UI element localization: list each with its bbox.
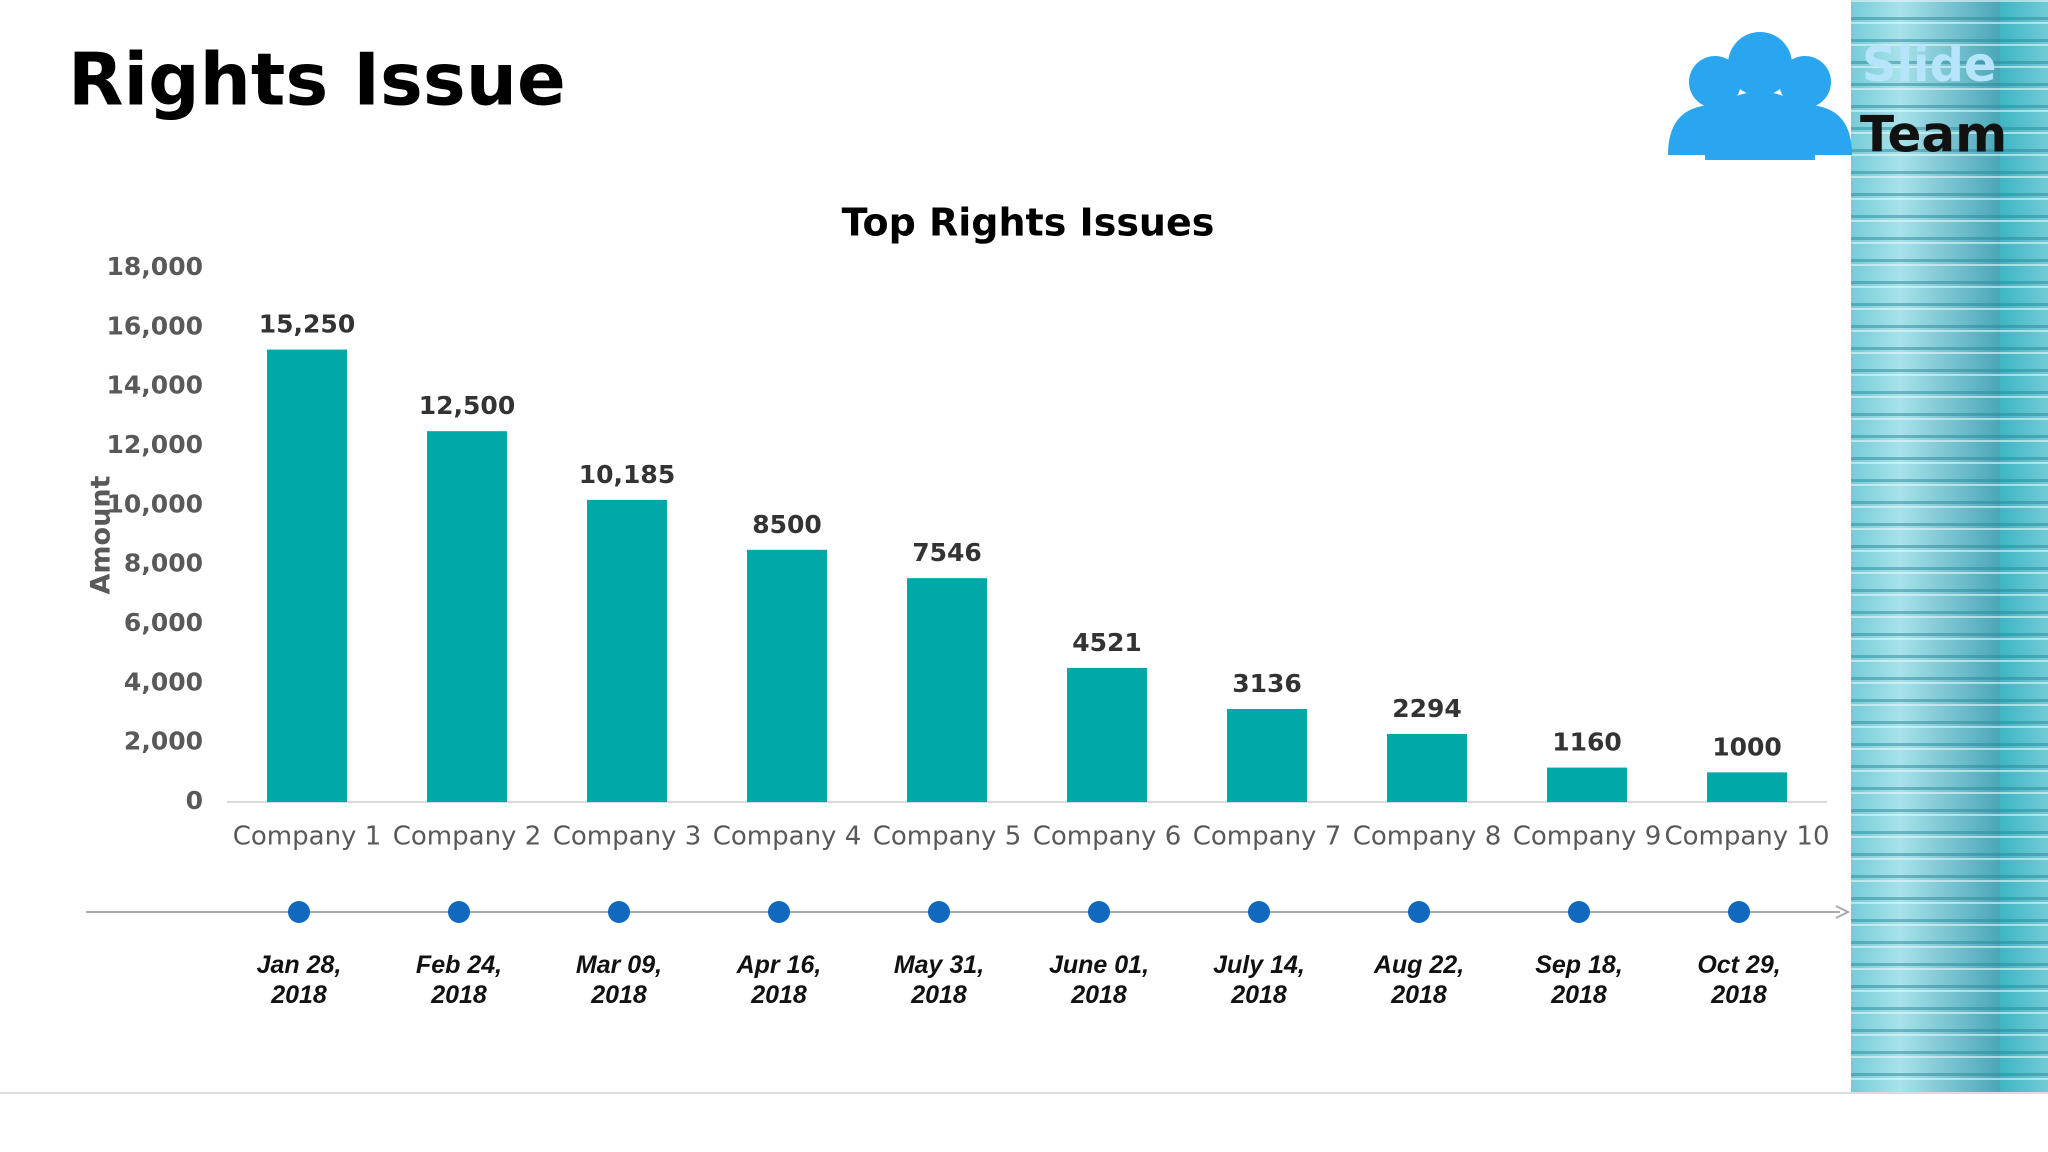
- timeline-date: Aug 22, 2018: [1373, 951, 1465, 1009]
- y-tick-label: 14,000: [107, 371, 203, 400]
- y-tick-label: 4,000: [124, 667, 203, 696]
- x-tick-label: Company 3: [553, 822, 702, 852]
- x-tick-label: Company 7: [1193, 822, 1342, 852]
- y-tick-label: 18,000: [107, 252, 203, 281]
- timeline-date: Apr 16, 2018: [736, 951, 822, 1009]
- y-tick-label: 2,000: [124, 727, 203, 756]
- timeline-dot: [448, 901, 470, 923]
- y-axis-label: Amount: [86, 475, 117, 594]
- x-tick-label: Company 9: [1513, 822, 1662, 852]
- timeline-date: June 01, 2018: [1048, 951, 1150, 1009]
- timeline-dot: [1248, 901, 1270, 923]
- value-label: 4521: [1072, 628, 1142, 657]
- bar: [907, 578, 987, 802]
- bar: [747, 549, 827, 802]
- timeline-dot: [1568, 901, 1590, 923]
- y-tick-label: 0: [186, 786, 203, 815]
- timeline-date: July 14, 2018: [1213, 951, 1305, 1009]
- timeline-arrow: [1835, 905, 1851, 919]
- timeline-dot: [1728, 901, 1750, 923]
- timeline-date: Jan 28, 2018: [256, 951, 342, 1009]
- timeline-date: Sep 18, 2018: [1535, 951, 1623, 1009]
- timeline-dot: [928, 901, 950, 923]
- bar: [1227, 708, 1307, 802]
- timeline-dot: [1408, 901, 1430, 923]
- timeline-dot: [1088, 901, 1110, 923]
- value-label: 3136: [1232, 669, 1302, 698]
- x-tick-label: Company 10: [1664, 822, 1829, 852]
- x-tick-label: Company 5: [873, 822, 1022, 852]
- timeline-dot: [768, 901, 790, 923]
- logo-text: Team: [1860, 106, 2007, 164]
- x-tick-label: Company 2: [393, 822, 542, 852]
- y-tick-label: 6,000: [124, 608, 203, 637]
- y-tick-label: 8,000: [124, 549, 203, 578]
- logo-icon: [1668, 32, 1852, 160]
- bar: [1707, 772, 1787, 802]
- x-tick-label: Company 6: [1033, 822, 1182, 852]
- bar: [1547, 767, 1627, 802]
- coin-panel: [1851, 0, 2048, 1092]
- value-label: 7546: [912, 538, 982, 567]
- bar: [1387, 733, 1467, 802]
- timeline-date: Oct 29, 2018: [1697, 951, 1781, 1009]
- x-tick-label: Company 8: [1353, 822, 1502, 852]
- bar: [1067, 667, 1147, 802]
- timeline-date: Mar 09, 2018: [575, 951, 663, 1009]
- timeline-date: May 31, 2018: [893, 951, 985, 1009]
- x-tick-label: Company 4: [713, 822, 862, 852]
- chart-title: Top Rights Issues: [842, 201, 1215, 245]
- y-tick-label: 10,000: [107, 489, 203, 518]
- logo-text: Slide: [1862, 37, 1996, 93]
- value-label: 12,500: [419, 391, 515, 420]
- value-label: 15,250: [259, 310, 355, 339]
- bar: [427, 431, 507, 802]
- bar: [267, 349, 347, 802]
- value-label: 8500: [752, 510, 822, 539]
- y-tick-label: 16,000: [107, 311, 203, 340]
- timeline-dot: [608, 901, 630, 923]
- value-label: 2294: [1392, 694, 1462, 723]
- value-label: 1160: [1552, 728, 1622, 757]
- value-label: 1000: [1712, 732, 1782, 761]
- value-label: 10,185: [579, 460, 675, 489]
- bar: [587, 499, 667, 802]
- x-tick-label: Company 1: [233, 822, 382, 852]
- timeline-date: Feb 24, 2018: [415, 951, 503, 1009]
- slide-title: Rights Issue: [68, 38, 566, 122]
- y-tick-label: 12,000: [107, 430, 203, 459]
- timeline-dot: [288, 901, 310, 923]
